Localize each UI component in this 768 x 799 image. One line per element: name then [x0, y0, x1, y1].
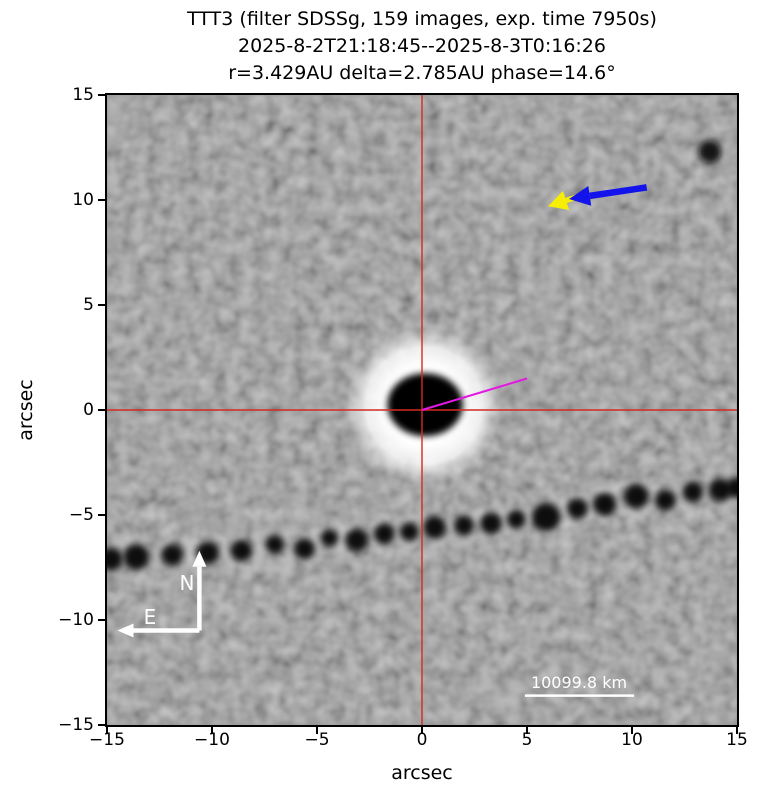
star-trail-blob — [107, 547, 123, 571]
tick-mark — [316, 727, 318, 734]
star-trail-blob — [708, 478, 732, 502]
star-trail-blob — [423, 516, 447, 540]
star-trail-blob — [161, 543, 184, 566]
tick-mark — [98, 724, 105, 726]
x-axis-tick-label: 10 — [621, 730, 643, 750]
y-axis-tick-label: −10 — [58, 610, 94, 630]
x-axis-tick-label: 15 — [726, 730, 748, 750]
tick-mark — [421, 727, 423, 734]
star-trail-blob — [623, 483, 649, 509]
y-axis-tick-label: 0 — [83, 400, 94, 420]
tick-mark — [98, 514, 105, 516]
compass-north-label: N — [180, 571, 195, 595]
tick-mark — [211, 727, 213, 734]
star-trail-blob — [531, 502, 561, 532]
star-trail-blob — [399, 522, 419, 542]
x-axis-tick-label: −5 — [304, 730, 330, 750]
star-trail-blob — [480, 512, 503, 535]
tick-mark — [526, 727, 528, 734]
star-trail-blob — [655, 489, 677, 511]
compass-east-arrow-head — [117, 623, 134, 638]
tick-mark — [98, 409, 105, 411]
compass-north-arrow-head — [192, 550, 207, 567]
y-axis-tick-label: 15 — [72, 85, 94, 105]
orientation-line — [421, 377, 528, 411]
star-trail-blob — [682, 481, 704, 503]
x-axis-tick-label: 0 — [416, 730, 428, 750]
tick-mark — [631, 727, 633, 734]
star-trail-blob — [265, 534, 285, 554]
comet-nucleus — [387, 373, 463, 437]
x-axis-label: arcsec — [391, 762, 453, 784]
tick-mark — [98, 94, 105, 96]
compass-east-label: E — [144, 605, 157, 629]
tick-mark — [98, 304, 105, 306]
star-trail-blob — [230, 539, 253, 562]
tick-mark — [736, 727, 738, 734]
y-axis-label: arcsec — [15, 379, 37, 441]
star-trail-blob — [320, 529, 339, 547]
star-trail-blob — [593, 492, 617, 517]
blue-arrow-shaft — [589, 184, 648, 200]
y-axis-tick-label: 5 — [83, 295, 94, 315]
star-trail-blob — [507, 509, 526, 529]
title-line-2: 2025-8-2T21:18:45--2025-8-3T0:16:26 — [238, 35, 606, 57]
star-trail-blob — [345, 528, 369, 552]
star-trail-blob — [726, 477, 737, 499]
scale-bar-label: 10099.8 km — [531, 673, 627, 692]
blue-arrow-head — [569, 185, 592, 206]
star-trail-blob — [123, 543, 150, 571]
y-axis-tick-label: −15 — [58, 715, 94, 735]
title-line-3: r=3.429AU delta=2.785AU phase=14.6° — [228, 62, 616, 84]
x-axis-tick-label: −15 — [89, 730, 125, 750]
tick-mark — [106, 727, 108, 734]
tick-mark — [98, 199, 105, 201]
y-axis-tick-label: 10 — [72, 190, 94, 210]
tick-mark — [98, 619, 105, 621]
x-axis-tick-label: −10 — [194, 730, 230, 750]
star-trail-blob — [566, 498, 588, 520]
yellow-arrow-head — [548, 190, 570, 210]
figure-title: TTT3 (filter SDSSg, 159 images, exp. tim… — [69, 6, 768, 87]
plot-frame: N E 10099.8 km — [105, 93, 739, 727]
field-star — [698, 140, 722, 164]
title-line-1: TTT3 (filter SDSSg, 159 images, exp. tim… — [187, 8, 657, 30]
sky-image: N E 10099.8 km — [107, 95, 737, 725]
y-axis-tick-label: −5 — [68, 505, 94, 525]
star-trail-blob — [293, 538, 315, 560]
star-trail-blob — [453, 515, 475, 536]
x-axis-tick-label: 5 — [521, 730, 533, 750]
star-trail-blob — [373, 523, 395, 545]
